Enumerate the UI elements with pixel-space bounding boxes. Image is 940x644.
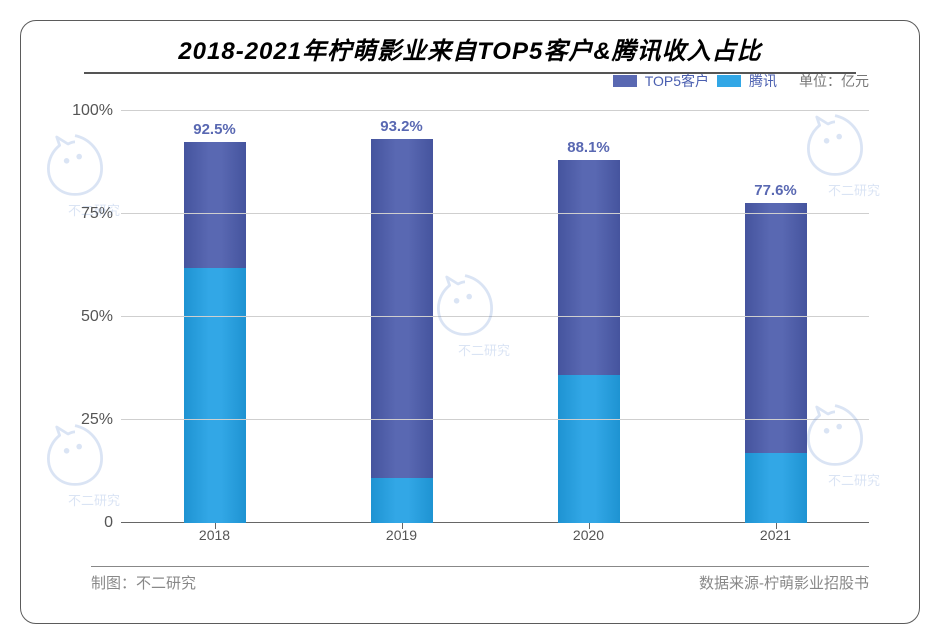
y-tick-label: 100% <box>72 102 121 120</box>
footer-right: 数据来源-柠萌影业招股书 <box>699 572 869 593</box>
legend-unit: 单位：亿元 <box>799 71 869 91</box>
x-tick <box>589 523 590 529</box>
bar-data-label: 92.5% <box>193 121 236 138</box>
x-tick-label: 2018 <box>199 527 230 543</box>
footer-left: 制图：不二研究 <box>91 572 196 593</box>
bar-stack: 77.6% <box>745 203 807 523</box>
bar-segment-top5 <box>371 139 433 478</box>
x-tick <box>402 523 403 529</box>
bar-stack: 93.2% <box>371 139 433 523</box>
chart-card: 2018-2021年柠萌影业来自TOP5客户&腾讯收入占比 TOP5客户 腾讯 … <box>20 20 920 624</box>
bar-segment-tencent <box>184 268 246 523</box>
gridline <box>121 419 869 420</box>
bars-container: 92.5%2018 93.2%2019 88.1%2020 77.6%2021 <box>121 111 869 523</box>
y-tick-label: 25% <box>81 411 121 429</box>
bar-data-label: 88.1% <box>567 139 610 156</box>
bar-stack: 88.1% <box>558 160 620 523</box>
gridline <box>121 213 869 214</box>
x-tick-label: 2021 <box>760 527 791 543</box>
y-tick-label: 75% <box>81 205 121 223</box>
bar-segment-top5 <box>745 203 807 453</box>
bar-column: 93.2%2019 <box>371 111 433 523</box>
footer-row: 制图：不二研究 数据来源-柠萌影业招股书 <box>91 572 869 593</box>
legend-area: TOP5客户 腾讯 单位：亿元 <box>613 71 869 91</box>
bar-segment-tencent <box>558 375 620 523</box>
x-tick <box>215 523 216 529</box>
x-tick-label: 2020 <box>573 527 604 543</box>
footer-divider <box>91 566 869 567</box>
plot-area: 92.5%201893.2%201988.1%202077.6%2021 025… <box>121 111 869 523</box>
chart-title: 2018-2021年柠萌影业来自TOP5客户&腾讯收入占比 <box>21 21 919 66</box>
bar-stack: 92.5% <box>184 142 246 523</box>
gridline <box>121 316 869 317</box>
bar-segment-top5 <box>184 142 246 268</box>
y-tick-label: 0 <box>104 514 121 532</box>
bar-segment-tencent <box>371 478 433 523</box>
bar-column: 88.1%2020 <box>558 111 620 523</box>
bar-column: 77.6%2021 <box>745 111 807 523</box>
bar-segment-tencent <box>745 453 807 523</box>
legend-label-tencent: 腾讯 <box>749 71 777 91</box>
y-tick-label: 50% <box>81 308 121 326</box>
bar-data-label: 77.6% <box>754 182 797 199</box>
legend-swatch-top5 <box>613 75 637 87</box>
legend-label-top5: TOP5客户 <box>645 71 709 91</box>
gridline <box>121 110 869 111</box>
bar-segment-top5 <box>558 160 620 375</box>
x-tick <box>776 523 777 529</box>
legend-swatch-tencent <box>717 75 741 87</box>
x-tick-label: 2019 <box>386 527 417 543</box>
bar-data-label: 93.2% <box>380 118 423 135</box>
bar-column: 92.5%2018 <box>184 111 246 523</box>
